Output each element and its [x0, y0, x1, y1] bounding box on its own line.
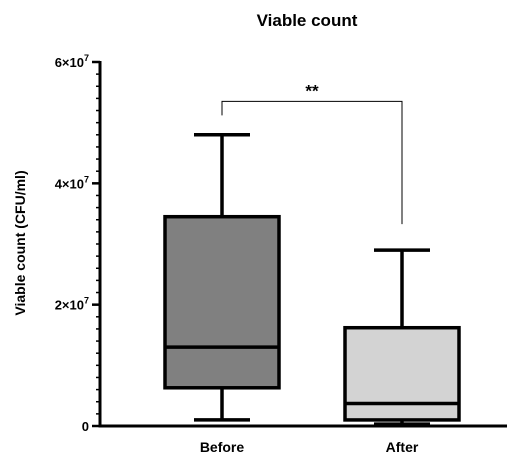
chart-title: Viable count — [257, 11, 358, 30]
x-tick-label: After — [386, 439, 419, 455]
box-plots — [163, 133, 461, 426]
y-tick-mantissa: 2×10 — [55, 298, 84, 313]
y-tick-label: 4×107 — [55, 174, 89, 191]
y-axis-label: Viable count (CFU/ml) — [12, 170, 28, 315]
y-tick-mantissa: 6×10 — [55, 55, 84, 70]
significance-bracket: ** — [221, 81, 403, 225]
y-tick-exponent: 7 — [84, 174, 89, 184]
box-after — [343, 248, 461, 426]
y-tick-mantissa: 0 — [82, 419, 89, 434]
y-tick-label: 0 — [82, 419, 89, 434]
y-tick-exponent: 7 — [84, 53, 89, 63]
x-tick-label: Before — [200, 439, 245, 455]
y-tick-mantissa: 4×10 — [55, 176, 84, 191]
x-tick-labels: Before After — [200, 439, 419, 455]
y-tick-label: 2×107 — [55, 296, 89, 313]
significance-label: ** — [305, 81, 319, 100]
box-iqr — [163, 214, 281, 390]
bracket-line — [221, 100, 403, 225]
box-before — [163, 133, 281, 422]
y-tick-label: 6×107 — [55, 53, 89, 70]
y-tick-exponent: 7 — [84, 296, 89, 306]
box-iqr — [343, 325, 461, 422]
